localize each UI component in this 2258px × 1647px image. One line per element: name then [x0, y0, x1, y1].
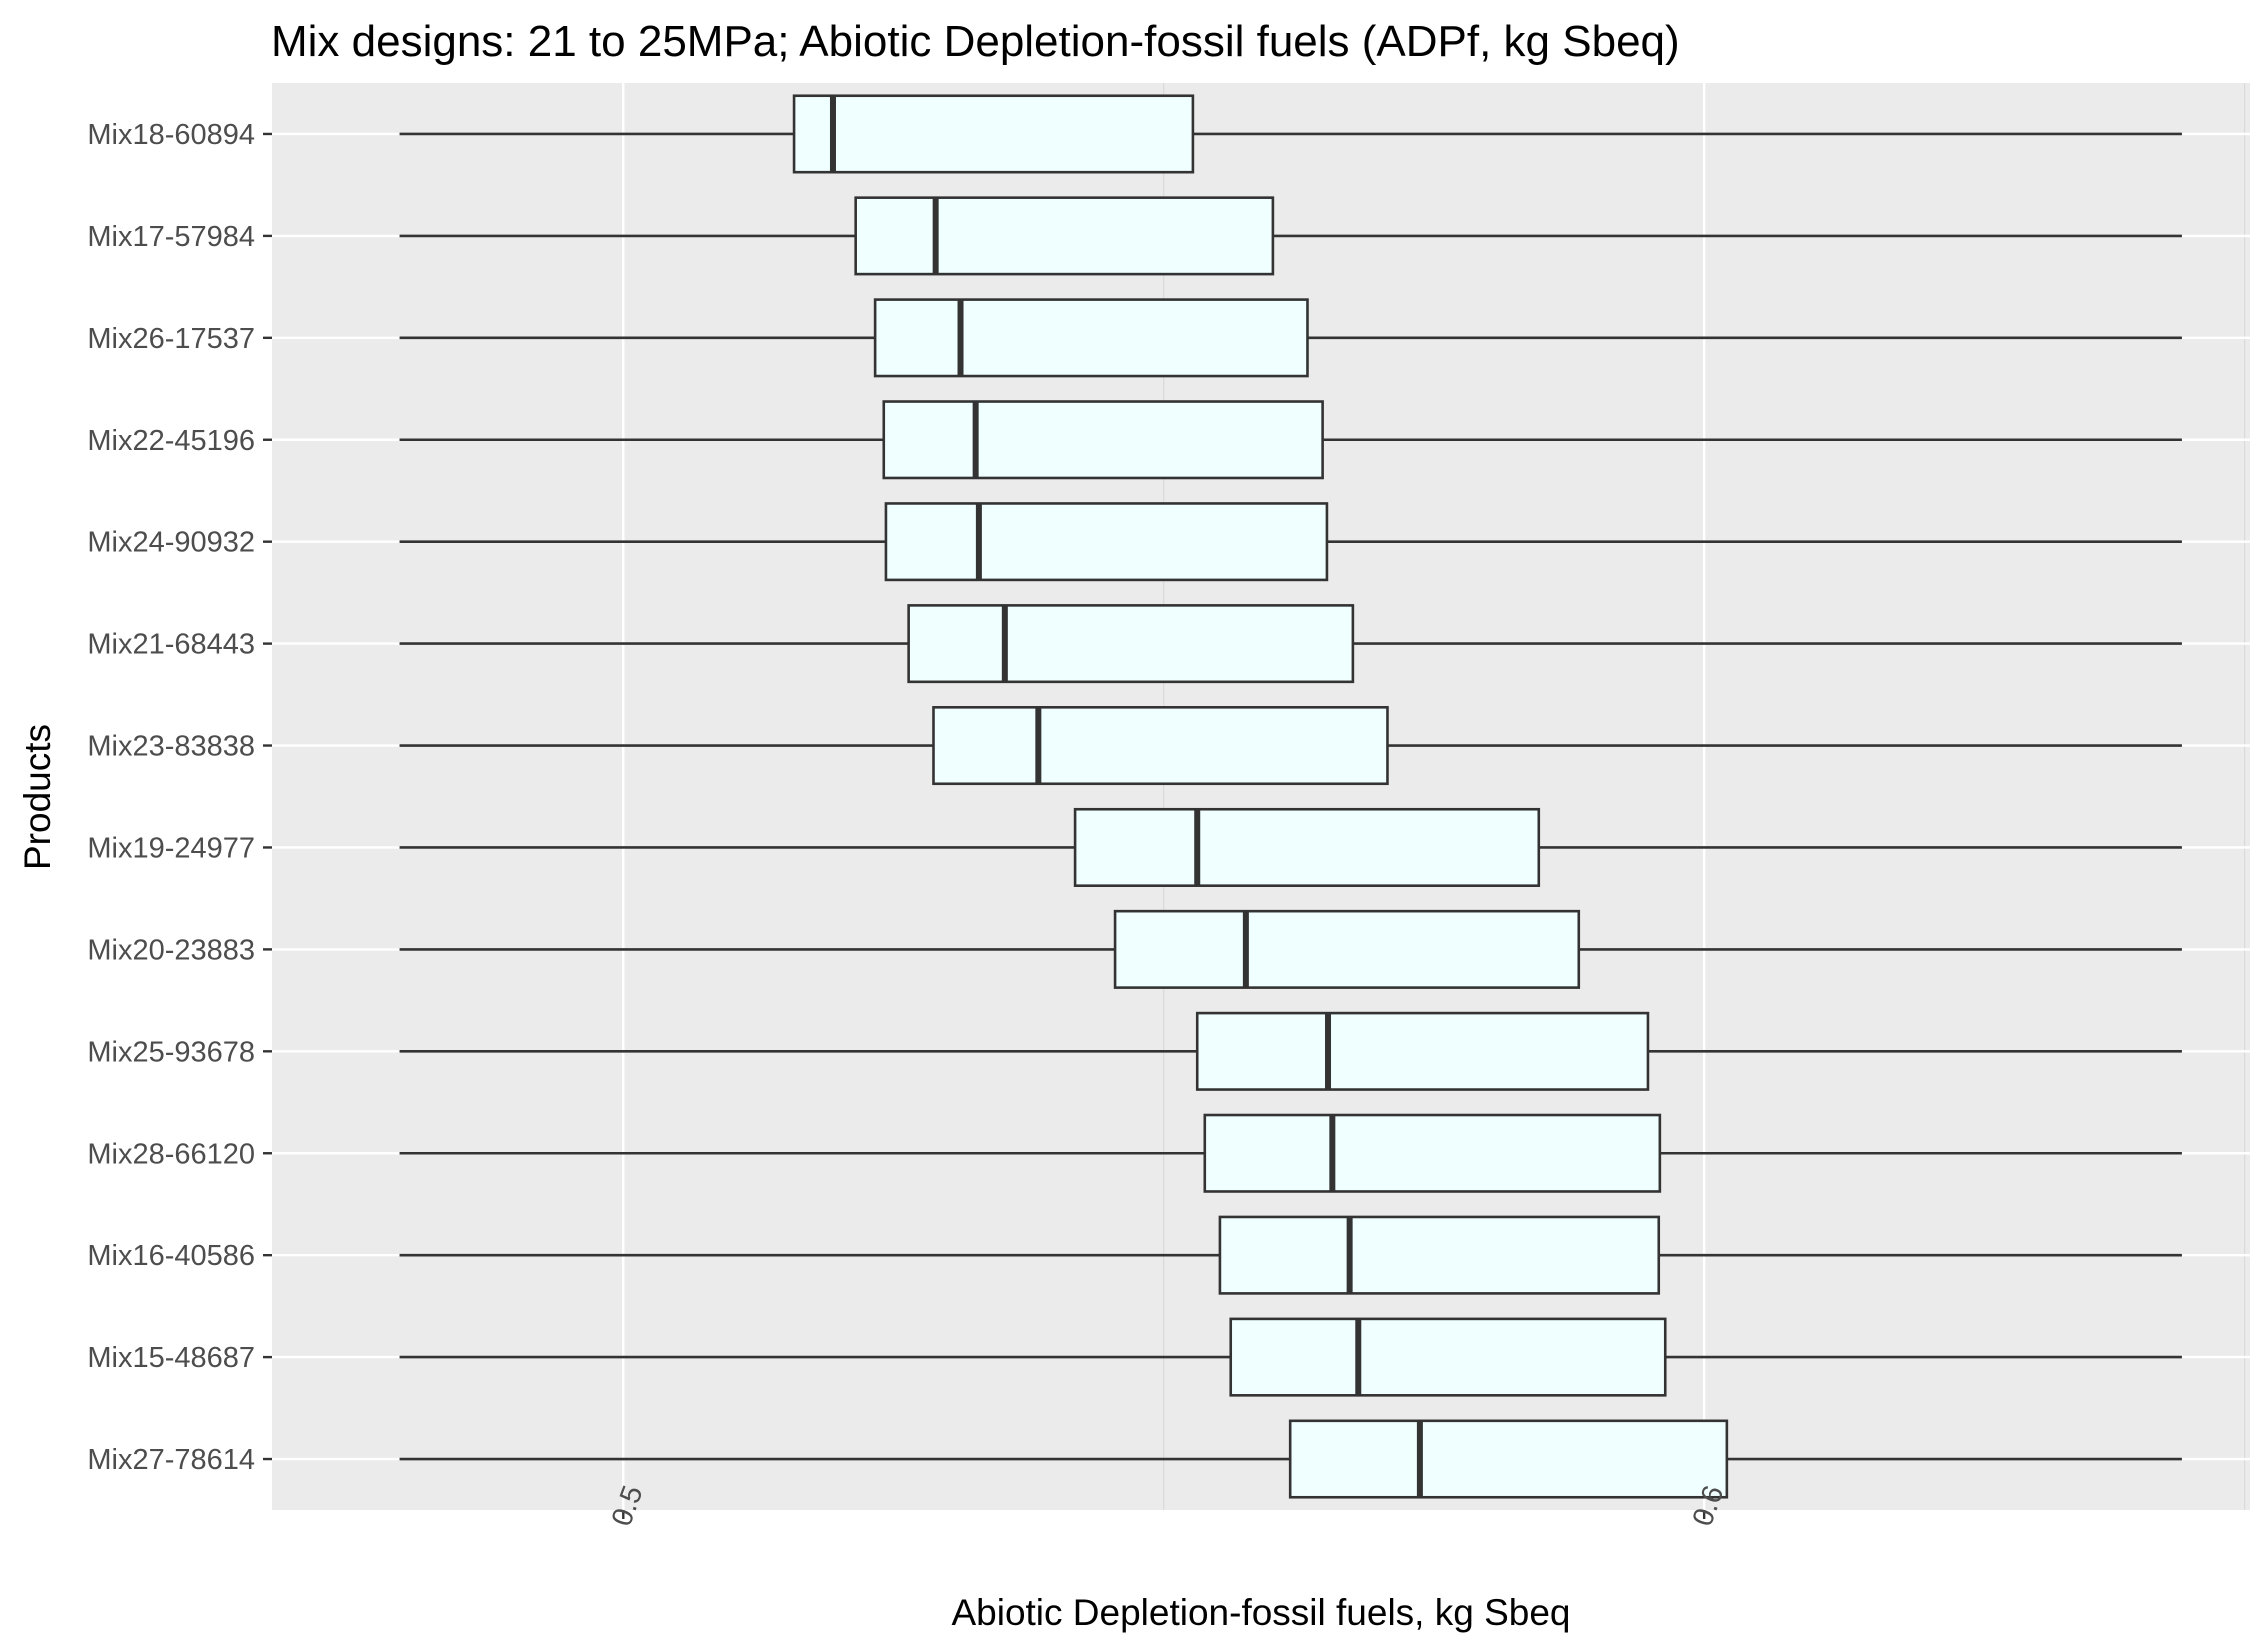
y-tick-label: Mix26-17537: [87, 323, 255, 355]
y-tick-label: Mix20-23883: [87, 934, 255, 966]
iqr-box: [1195, 1011, 1650, 1091]
y-tick-label: Mix24-90932: [87, 527, 255, 559]
box-Mix17-57984: [399, 196, 2182, 276]
iqr-box: [1113, 909, 1581, 989]
y-tick-label: Mix21-68443: [87, 629, 255, 661]
box-Mix18-60894: [399, 94, 2182, 174]
iqr-box: [792, 94, 1195, 174]
box-Mix20-23883: [399, 909, 2182, 989]
y-tick-label: Mix16-40586: [87, 1240, 255, 1272]
box-Mix23-83838: [399, 706, 2182, 786]
y-axis-title: Products: [17, 724, 58, 870]
boxes-layer: [399, 94, 2182, 1499]
box-Mix25-93678: [399, 1011, 2182, 1091]
y-tick-label: Mix27-78614: [87, 1444, 255, 1476]
iqr-box: [882, 400, 1324, 480]
box-Mix19-24977: [399, 807, 2182, 887]
box-Mix26-17537: [399, 298, 2182, 378]
box-Mix24-90932: [399, 502, 2182, 582]
iqr-box: [932, 706, 1389, 786]
iqr-box: [907, 604, 1355, 684]
box-Mix22-45196: [399, 400, 2182, 480]
y-tick-label: Mix23-83838: [87, 731, 255, 763]
x-axis-title: Abiotic Depletion-fossil fuels, kg Sbeq: [951, 1592, 1570, 1633]
y-tick-label: Mix25-93678: [87, 1036, 255, 1068]
box-Mix28-66120: [399, 1113, 2182, 1193]
chart-title: Mix designs: 21 to 25MPa; Abiotic Deplet…: [271, 17, 1680, 66]
y-tick-label: Mix28-66120: [87, 1138, 255, 1170]
y-tick-label: Mix19-24977: [87, 832, 255, 864]
iqr-box: [1073, 807, 1541, 887]
box-Mix15-48687: [399, 1317, 2182, 1397]
y-tick-label: Mix15-48687: [87, 1342, 255, 1374]
box-Mix21-68443: [399, 604, 2182, 684]
y-tick-label: Mix17-57984: [87, 221, 255, 253]
iqr-box: [854, 196, 1275, 276]
iqr-box: [1218, 1215, 1661, 1295]
iqr-box: [1229, 1317, 1667, 1397]
box-Mix16-40586: [399, 1215, 2182, 1295]
iqr-box: [873, 298, 1309, 378]
y-tick-label: Mix18-60894: [87, 119, 255, 151]
plot-panel: [272, 83, 2250, 1510]
y-tick-label: Mix22-45196: [87, 425, 255, 457]
iqr-box: [884, 502, 1329, 582]
y-axis: Mix18-60894 Mix17-57984 Mix26-17537 Mix22-4…: [87, 119, 272, 1476]
iqr-box: [1203, 1113, 1662, 1193]
iqr-box: [1288, 1419, 1729, 1499]
box-Mix27-78614: [399, 1419, 2182, 1499]
